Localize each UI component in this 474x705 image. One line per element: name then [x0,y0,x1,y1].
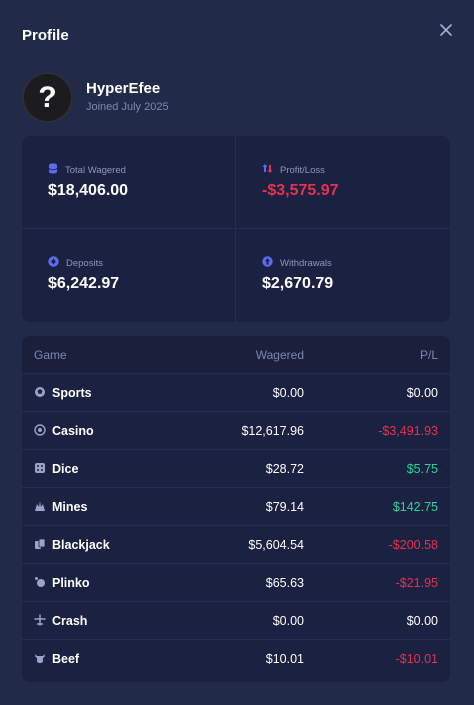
game-name: Plinko [52,576,90,590]
stat-deposits: Deposits $6,242.97 [22,229,236,322]
game-name: Dice [52,462,79,476]
games-table: Game Wagered P/L Sports $0.00 $0.00 Casi… [22,336,450,682]
stat-label-total-wagered: Total Wagered [65,164,126,176]
stat-profit-loss: Profit/Loss -$3,575.97 [236,136,450,229]
game-name: Sports [52,386,92,400]
pl-value: $0.00 [406,386,438,400]
table-row: Blackjack $5,604.54 -$200.58 [22,526,450,564]
table-row: Plinko $65.63 -$21.95 [22,564,450,602]
game-name: Blackjack [52,538,110,552]
wagered-value: $79.14 [265,500,304,514]
deposit-icon [48,256,59,270]
stat-value-total-wagered: $18,406.00 [48,182,129,199]
beef-icon [34,652,46,667]
database-icon [48,163,58,177]
casino-icon [34,423,46,439]
stats-card: Total Wagered $18,406.00 Profit/Loss -$3… [22,136,450,322]
plinko-icon [34,576,46,591]
table-row: Beef $10.01 -$10.01 [22,640,450,678]
stat-total-wagered: Total Wagered $18,406.00 [22,136,236,229]
wagered-value: $10.01 [265,652,304,666]
dice-icon [34,462,46,477]
pl-value: $5.75 [406,462,438,476]
crash-icon [34,613,46,629]
pl-value: $0.00 [406,614,438,628]
pl-value: $142.75 [392,500,438,514]
wagered-value: $28.72 [265,462,304,476]
game-name: Crash [52,614,88,628]
table-row: Sports $0.00 $0.00 [22,374,450,412]
wagered-value: $0.00 [272,614,304,628]
table-header: Game Wagered P/L [22,336,450,374]
blackjack-icon [34,538,46,553]
wagered-value: $12,617.96 [241,424,304,438]
pl-value: -$10.01 [395,652,438,666]
stat-label-withdrawals: Withdrawals [280,257,332,269]
stat-value-deposits: $6,242.97 [48,275,120,292]
stat-withdrawals: Withdrawals $2,670.79 [236,229,450,322]
table-row: Casino $12,617.96 -$3,491.93 [22,412,450,450]
wagered-value: $0.00 [272,386,304,400]
header-pl: P/L [419,348,438,362]
stat-label-profit-loss: Profit/Loss [280,164,325,176]
wagered-value: $5,604.54 [248,538,304,552]
close-icon[interactable] [436,20,456,40]
pl-value: -$3,491.93 [378,424,438,438]
header-wagered: Wagered [255,348,304,362]
arrows-updown-icon [262,163,273,177]
game-name: Mines [52,500,88,514]
modal-title: Profile [22,27,69,44]
joined-date: Joined July 2025 [86,101,169,113]
game-name: Casino [52,424,94,438]
wagered-value: $65.63 [265,576,304,590]
username: HyperEfee [86,80,161,97]
pl-value: -$21.95 [395,576,438,590]
sports-icon [34,386,46,401]
table-row: Crash $0.00 $0.00 [22,602,450,640]
avatar[interactable]: ? [22,72,73,123]
table-row: Dice $28.72 $5.75 [22,450,450,488]
header-game: Game [34,348,67,362]
stat-value-withdrawals: $2,670.79 [262,275,334,292]
withdraw-icon [262,256,273,270]
mines-icon [34,500,46,515]
table-row: Mines $79.14 $142.75 [22,488,450,526]
stat-value-profit-loss: -$3,575.97 [262,182,339,199]
stat-label-deposits: Deposits [66,257,103,269]
pl-value: -$200.58 [388,538,438,552]
game-name: Beef [52,652,80,666]
